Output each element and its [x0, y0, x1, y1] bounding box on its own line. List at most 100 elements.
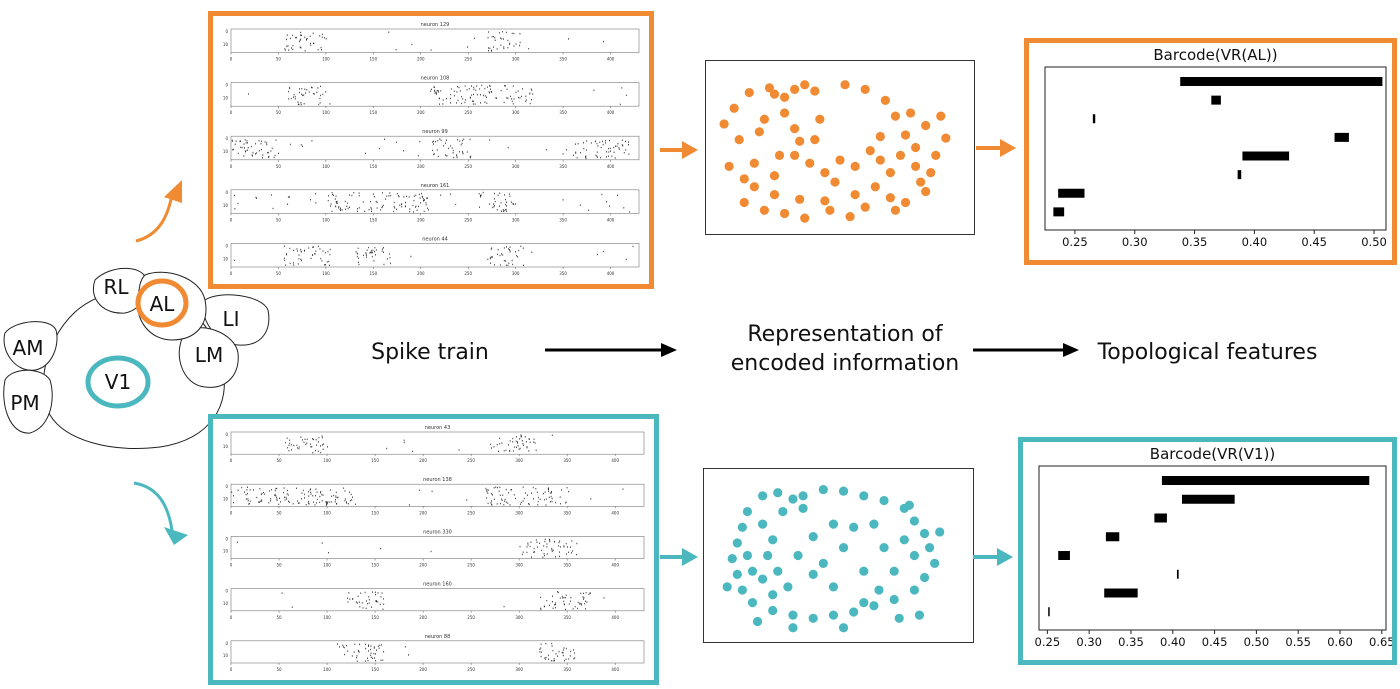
caption-spike-train: Spike train	[371, 340, 489, 365]
spike-mark	[605, 142, 606, 144]
raster-title: neuron 138	[423, 477, 452, 483]
spike-mark	[294, 95, 296, 98]
spike-mark	[362, 254, 364, 257]
spike-mark	[503, 247, 505, 249]
spike-mark	[309, 35, 311, 37]
spike-mark	[550, 495, 552, 498]
spike-mark	[540, 651, 542, 653]
spike-mark	[568, 38, 569, 40]
spike-mark	[551, 549, 553, 551]
spike-mark	[366, 600, 367, 602]
spike-mark	[377, 645, 379, 647]
spike-mark	[588, 209, 589, 211]
raster-frame	[230, 588, 645, 612]
raster-tick-label: 400	[607, 164, 615, 169]
spike-mark	[440, 90, 442, 92]
raster-tick-label: 0	[230, 271, 233, 276]
spike-mark	[450, 93, 452, 96]
spike-mark	[272, 207, 274, 210]
spike-mark	[404, 646, 406, 648]
spike-mark	[539, 648, 541, 650]
spike-mark	[531, 99, 532, 101]
area-pm-outline	[3, 369, 53, 434]
spike-mark	[567, 546, 568, 548]
spike-mark	[512, 263, 514, 266]
spike-mark	[236, 541, 238, 544]
spike-mark	[422, 196, 423, 198]
spike-mark	[564, 603, 565, 606]
barcode-tick-label: 0.30	[1122, 235, 1148, 249]
spike-mark	[306, 442, 308, 445]
spike-mark	[370, 251, 372, 253]
spike-mark	[561, 489, 563, 491]
spike-mark	[419, 197, 421, 199]
raster-tick-label: 400	[611, 510, 619, 515]
spike-mark	[286, 45, 288, 47]
spike-mark	[609, 139, 610, 142]
spike-mark	[234, 143, 236, 145]
spike-mark	[573, 154, 574, 156]
scatter-point	[795, 136, 805, 146]
scatter-point	[885, 193, 895, 203]
scatter-point	[895, 150, 906, 160]
spike-mark	[522, 551, 524, 553]
raster-tick-label: 150	[371, 563, 379, 568]
spike-mark	[408, 196, 410, 198]
spike-mark	[440, 194, 442, 196]
spike-mark	[450, 193, 451, 195]
spike-mark	[522, 500, 524, 502]
spike-mark	[552, 649, 554, 652]
area-am-outline	[3, 321, 58, 371]
scatter-point	[779, 108, 790, 118]
spike-mark	[243, 143, 245, 145]
scatter-point	[875, 131, 885, 142]
pipeline-arrow-1	[545, 343, 677, 357]
spike-mark	[552, 549, 554, 552]
spike-mark	[461, 102, 463, 105]
spike-mark	[349, 194, 350, 196]
scatter-point	[825, 205, 835, 215]
scatter-point	[931, 150, 941, 160]
spike-mark	[297, 250, 298, 252]
spike-mark	[316, 491, 318, 493]
spike-mark	[488, 50, 490, 52]
raster-tick-label: 400	[607, 57, 615, 62]
spike-mark	[358, 649, 360, 652]
area-v1-highlight	[85, 355, 151, 409]
spike-mark	[575, 143, 576, 145]
spike-mark	[609, 205, 610, 207]
spike-mark	[326, 502, 328, 504]
spike-mark	[476, 94, 478, 96]
spike-mark	[480, 196, 482, 198]
raster-tick-label: 100	[322, 217, 330, 222]
spike-mark	[435, 140, 437, 143]
spike-mark	[553, 658, 555, 660]
spike-mark	[452, 151, 454, 154]
spike-mark	[628, 141, 629, 143]
spike-mark	[545, 148, 547, 151]
raster-tick-label: 300	[515, 667, 523, 672]
spike-mark	[475, 89, 477, 92]
spike-mark	[371, 208, 373, 210]
spike-mark	[374, 195, 375, 198]
spike-mark	[313, 42, 315, 45]
spike-mark	[313, 246, 315, 248]
spike-mark	[247, 498, 249, 500]
raster-tick-label: 400	[607, 110, 615, 115]
spike-mark	[548, 496, 550, 499]
spike-mark	[509, 195, 511, 198]
spike-mark	[488, 47, 489, 49]
spike-mark	[319, 94, 321, 97]
spike-mark	[350, 499, 351, 502]
spike-mark	[261, 140, 263, 143]
spike-mark	[430, 88, 432, 91]
spike-mark	[517, 442, 518, 444]
spike-mark	[314, 504, 316, 506]
spike-mark	[313, 92, 314, 95]
spike-mark	[606, 151, 608, 153]
spike-mark	[457, 139, 458, 141]
spike-mark	[432, 149, 434, 152]
spike-mark	[503, 209, 505, 212]
spike-mark	[366, 249, 368, 251]
spike-mark	[534, 551, 536, 553]
